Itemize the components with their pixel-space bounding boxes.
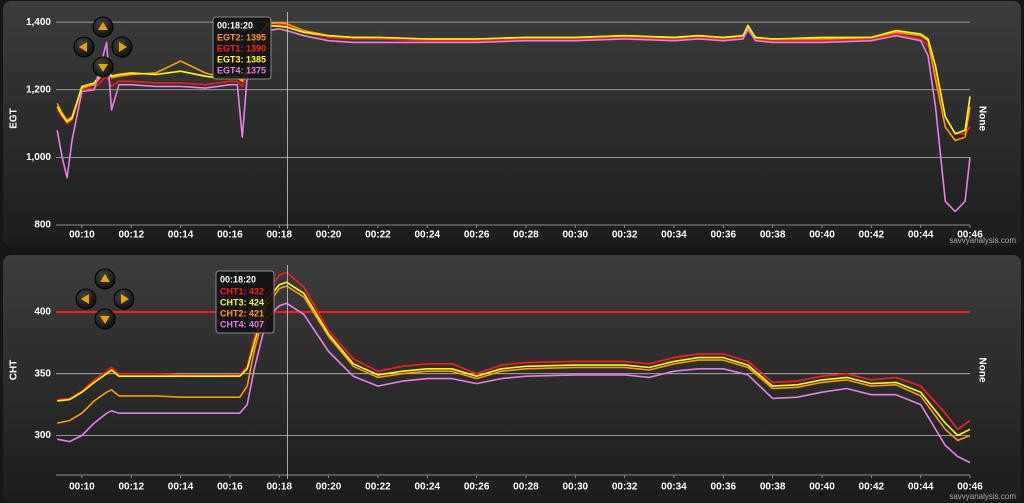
series-line <box>56 24 971 135</box>
y2-axis-label: None <box>976 358 987 383</box>
tooltip-entry: CHT2: 421 <box>220 308 264 318</box>
y-axis-label: CHT <box>9 360 20 381</box>
watermark: savvyanalysis.com <box>949 236 1016 245</box>
x-tick-label: 00:26 <box>464 482 490 493</box>
x-tick-label: 00:40 <box>809 230 835 241</box>
x-tick-label: 00:20 <box>316 230 342 241</box>
y-tick-label: 1,000 <box>26 152 51 163</box>
x-tick-label: 00:26 <box>464 230 490 241</box>
x-tick-label: 00:18 <box>266 230 292 241</box>
tooltip-entry: EGT4: 1375 <box>217 65 266 75</box>
nav-pad[interactable] <box>73 16 133 78</box>
x-tick-label: 00:38 <box>760 482 786 493</box>
tooltip-entry: CHT1: 432 <box>220 286 264 296</box>
x-tick-label: 00:14 <box>168 482 194 493</box>
tooltip <box>212 16 272 80</box>
x-tick-label: 00:46 <box>957 482 983 493</box>
tooltip-entry: CHT4: 407 <box>220 319 264 329</box>
x-tick-label: 00:12 <box>118 230 144 241</box>
x-tick-label: 00:30 <box>563 482 589 493</box>
x-tick-label: 00:44 <box>908 230 934 241</box>
x-tick-label: 00:14 <box>168 230 194 241</box>
x-tick-label: 00:46 <box>957 230 983 241</box>
x-tick-label: 00:24 <box>414 482 440 493</box>
y-tick-label: 800 <box>34 220 51 231</box>
y-tick-label: 300 <box>34 430 51 441</box>
x-tick-label: 00:32 <box>612 230 638 241</box>
x-tick-label: 00:10 <box>69 482 95 493</box>
x-tick-label: 00:42 <box>859 482 885 493</box>
x-tick-label: 00:10 <box>69 230 95 241</box>
x-tick-label: 00:38 <box>760 230 786 241</box>
y2-axis-label: None <box>976 106 987 131</box>
x-tick-label: 00:12 <box>118 482 144 493</box>
x-tick-label: 00:18 <box>266 482 292 493</box>
x-tick-label: 00:22 <box>365 230 391 241</box>
y-axis-label: EGT <box>9 108 20 129</box>
tooltip-entry: EGT1: 1390 <box>217 43 266 53</box>
x-tick-label: 00:36 <box>711 230 737 241</box>
y-tick-label: 400 <box>34 307 51 318</box>
tooltip-title: 00:18:20 <box>220 274 256 284</box>
series-line <box>57 285 971 442</box>
x-tick-label: 00:44 <box>908 482 934 493</box>
y-tick-label: 350 <box>34 368 51 379</box>
x-tick-label: 00:24 <box>414 230 440 241</box>
tooltip-title: 00:18:20 <box>217 20 253 30</box>
watermark: savvyanalysis.com <box>949 492 1016 501</box>
x-tick-label: 00:28 <box>513 230 539 241</box>
x-tick-label: 00:28 <box>513 482 539 493</box>
series-line <box>56 24 971 135</box>
x-tick-label: 00:36 <box>711 482 737 493</box>
x-tick-label: 00:16 <box>217 482 243 493</box>
y-tick-label: 1,400 <box>26 17 51 28</box>
x-tick-label: 00:22 <box>365 482 391 493</box>
tooltip <box>215 270 275 334</box>
series-line <box>57 271 971 431</box>
x-tick-label: 00:42 <box>859 230 885 241</box>
nav-pad[interactable] <box>75 268 135 330</box>
x-tick-label: 00:30 <box>563 230 589 241</box>
tooltip-entry: EGT3: 1385 <box>217 54 266 64</box>
x-tick-label: 00:40 <box>809 482 835 493</box>
x-tick-label: 00:16 <box>217 230 243 241</box>
tooltip-entry: EGT2: 1395 <box>217 32 266 42</box>
x-tick-label: 00:34 <box>661 230 687 241</box>
x-tick-label: 00:20 <box>316 482 342 493</box>
series-line <box>56 28 971 213</box>
tooltip-entry: CHT3: 424 <box>220 297 264 307</box>
x-tick-label: 00:34 <box>661 482 687 493</box>
x-tick-label: 00:32 <box>612 482 638 493</box>
y-tick-label: 1,200 <box>26 84 51 95</box>
series-line <box>57 302 971 464</box>
series-line <box>57 281 971 437</box>
